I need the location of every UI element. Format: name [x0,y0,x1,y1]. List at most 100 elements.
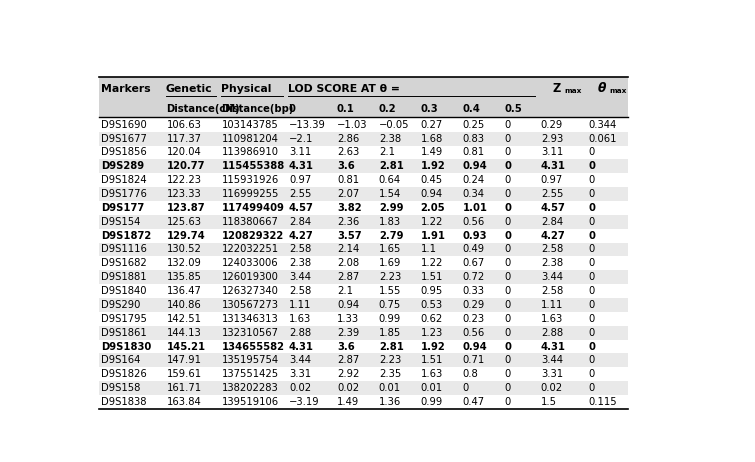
Text: 124033006: 124033006 [221,258,278,268]
Text: θ: θ [597,82,606,95]
Text: 0: 0 [504,161,511,171]
Text: 159.61: 159.61 [166,369,202,379]
Text: 0: 0 [504,341,511,352]
Text: 135.85: 135.85 [166,272,202,282]
Text: 103143785: 103143785 [221,120,279,130]
Text: 0.81: 0.81 [337,175,359,185]
Text: 0.62: 0.62 [421,314,443,324]
Text: 0: 0 [589,217,595,227]
Text: −1.03: −1.03 [337,120,368,130]
Text: 0.33: 0.33 [463,286,485,296]
Bar [99,353,628,367]
Text: 1.36: 1.36 [379,397,401,407]
Text: Markers: Markers [101,85,151,94]
Text: 0: 0 [589,244,595,255]
Bar [99,132,628,146]
Text: D9S1838: D9S1838 [101,397,147,407]
Text: 0.97: 0.97 [289,175,311,185]
Text: 0.29: 0.29 [463,300,485,310]
Text: 123.87: 123.87 [166,203,205,213]
Text: D9S1682: D9S1682 [101,258,147,268]
Text: 1.01: 1.01 [463,203,488,213]
Text: 4.31: 4.31 [289,341,314,352]
Text: 0.02: 0.02 [541,383,563,393]
Text: 2.81: 2.81 [379,341,404,352]
Text: 144.13: 144.13 [166,328,201,338]
Text: 2.23: 2.23 [379,355,401,365]
Text: 1.55: 1.55 [379,286,401,296]
Text: 0.71: 0.71 [463,355,485,365]
Text: 2.38: 2.38 [541,258,563,268]
Text: Distance(cM): Distance(cM) [165,104,239,114]
Bar [99,159,628,173]
Text: 1.83: 1.83 [379,217,401,227]
Text: 0.99: 0.99 [379,314,401,324]
Text: 2.88: 2.88 [541,328,563,338]
Text: 2.79: 2.79 [379,231,403,241]
Text: 2.23: 2.23 [379,272,401,282]
Text: 138202283: 138202283 [221,383,279,393]
Bar [99,77,628,102]
Text: 140.86: 140.86 [166,300,201,310]
Text: 117.37: 117.37 [166,134,202,144]
Text: D9S158: D9S158 [101,383,140,393]
Text: 1.49: 1.49 [421,147,443,158]
Text: 136.47: 136.47 [166,286,202,296]
Text: D9S1861: D9S1861 [101,328,147,338]
Text: 0: 0 [504,175,510,185]
Text: 0.95: 0.95 [421,286,443,296]
Text: −3.19: −3.19 [289,397,319,407]
Text: 4.27: 4.27 [289,231,313,241]
Text: 0.24: 0.24 [463,175,485,185]
Text: 0: 0 [504,355,510,365]
Bar [99,187,628,201]
Text: D9S154: D9S154 [101,217,140,227]
Bar [99,340,628,353]
Bar [99,395,628,409]
Text: 3.31: 3.31 [289,369,311,379]
Text: Physical: Physical [220,85,271,94]
Text: 0.061: 0.061 [589,134,618,144]
Text: 0.115: 0.115 [589,397,618,407]
Text: 3.82: 3.82 [337,203,362,213]
Text: 132.09: 132.09 [166,258,202,268]
Text: 0.02: 0.02 [289,383,311,393]
Text: 122032251: 122032251 [221,244,279,255]
Text: 120.77: 120.77 [166,161,205,171]
Text: 106.63: 106.63 [166,120,202,130]
Text: 0.27: 0.27 [421,120,443,130]
Bar [99,270,628,284]
Text: 122.23: 122.23 [166,175,202,185]
Text: 0.64: 0.64 [379,175,401,185]
Text: 3.57: 3.57 [337,231,362,241]
Text: 0: 0 [589,383,595,393]
Text: 1.63: 1.63 [289,314,311,324]
Text: 2.08: 2.08 [337,258,359,268]
Text: 1.54: 1.54 [379,189,401,199]
Text: Z: Z [553,82,561,95]
Text: D9S1856: D9S1856 [101,147,147,158]
Bar [99,146,628,159]
Text: 2.63: 2.63 [337,147,359,158]
Text: 0.47: 0.47 [463,397,485,407]
Text: 0: 0 [589,272,595,282]
Text: 2.14: 2.14 [337,244,359,255]
Text: D9S1826: D9S1826 [101,369,147,379]
Text: 0: 0 [504,134,510,144]
Text: 0.97: 0.97 [541,175,563,185]
Bar [99,256,628,270]
Text: −0.05: −0.05 [379,120,409,130]
Text: D9S290: D9S290 [101,300,140,310]
Text: 0: 0 [504,203,511,213]
Text: 0: 0 [589,189,595,199]
Bar [99,215,628,229]
Text: 0: 0 [504,189,510,199]
Bar [99,381,628,395]
Text: 3.11: 3.11 [541,147,563,158]
Text: 129.74: 129.74 [166,231,205,241]
Text: 0: 0 [289,104,296,114]
Text: 0: 0 [504,383,510,393]
Text: 0.94: 0.94 [337,300,359,310]
Text: 0: 0 [504,300,510,310]
Text: 3.44: 3.44 [289,355,311,365]
